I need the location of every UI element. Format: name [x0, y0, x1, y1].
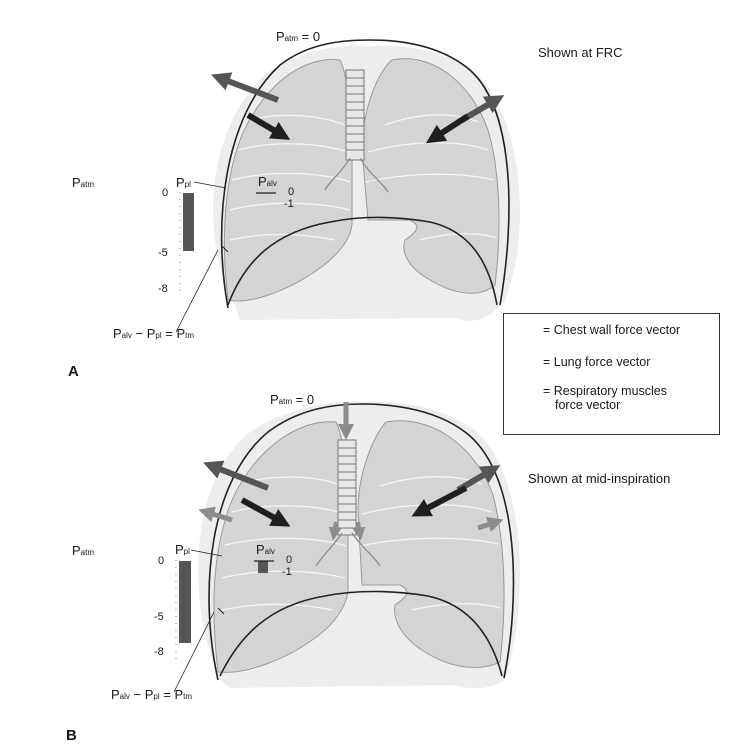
panel-b-airflow-left	[328, 521, 342, 541]
panel-a-palv-tick-1: -1	[284, 198, 294, 210]
panel-b-caption: Shown at mid-inspiration	[528, 471, 671, 486]
panel-a-thorax	[175, 39, 520, 333]
legend-box	[503, 313, 720, 435]
legend-item-lung: = Lung force vector	[543, 355, 651, 369]
panel-a-chest-wall	[220, 39, 510, 309]
panel-a-caption: Shown at FRC	[538, 45, 623, 60]
panel-b-thorax	[173, 401, 520, 693]
panel-b-palv-tick-0: 0	[286, 554, 293, 566]
panel-b-chest-wall	[208, 403, 515, 681]
panel-b-airflow-right	[352, 521, 366, 541]
panel-a-palv-tick-0: 0	[288, 186, 295, 198]
panel-b-ppl-label: Ppl	[175, 542, 190, 557]
panel-b-patm-top-label: Patm = 0	[270, 392, 315, 407]
panel-b-label: B	[66, 727, 77, 744]
panel-b-diaphragm	[219, 590, 503, 677]
panel-a-scale-tick-5: -5	[158, 247, 168, 259]
panel-b-alveolar-pressure-bar	[258, 561, 268, 573]
panel-b-lung-force-left	[240, 497, 291, 527]
panel-a-chest-wall-force-left	[211, 72, 280, 103]
panel-b-scale-tick-8: -8	[154, 646, 164, 658]
panel-b-muscle-force-left	[198, 506, 233, 523]
panel-b-scale-tick-0: 0	[158, 555, 165, 567]
panel-a-label: A	[68, 363, 79, 380]
panel-a-patm-side-label: Patm	[72, 175, 95, 190]
panel-b-muscle-force-right	[477, 516, 504, 533]
panel-b-scale-tick-5: -5	[154, 611, 164, 623]
legend-item-muscles: = Respiratory muscles force vector	[543, 384, 667, 413]
panel-a-palv-label: Palv	[258, 174, 277, 189]
panel-a-scale-tick-8: -8	[158, 283, 168, 295]
panel-a-scale-tick-0: 0	[162, 187, 169, 199]
panel-a-patm-top-label: Patm = 0	[276, 29, 321, 44]
panel-b-equation: Palv − Ppl = Ptm	[111, 687, 193, 702]
panel-b-palv-tick-1: -1	[282, 566, 292, 578]
legend-item-chest-wall: = Chest wall force vector	[543, 323, 681, 337]
panel-a-diaphragm	[227, 216, 498, 306]
panel-b-patm-side-label: Patm	[72, 543, 95, 558]
panel-b-lung-force-right	[411, 485, 468, 517]
panel-a-lung-force-left	[246, 112, 291, 140]
panel-a-pleural-pressure-bar	[183, 193, 194, 251]
panel-a-lung-force-right	[425, 113, 470, 144]
panel-b-chest-wall-force-left	[203, 460, 270, 491]
panel-a-equation: Palv − Ppl = Ptm	[113, 326, 195, 341]
panel-b-palv-label: Palv	[256, 542, 275, 557]
panel-a-ppl-label: Ppl	[176, 175, 191, 190]
panel-a-trachea	[345, 69, 365, 161]
panel-b-pleural-pressure-bar	[179, 561, 191, 643]
